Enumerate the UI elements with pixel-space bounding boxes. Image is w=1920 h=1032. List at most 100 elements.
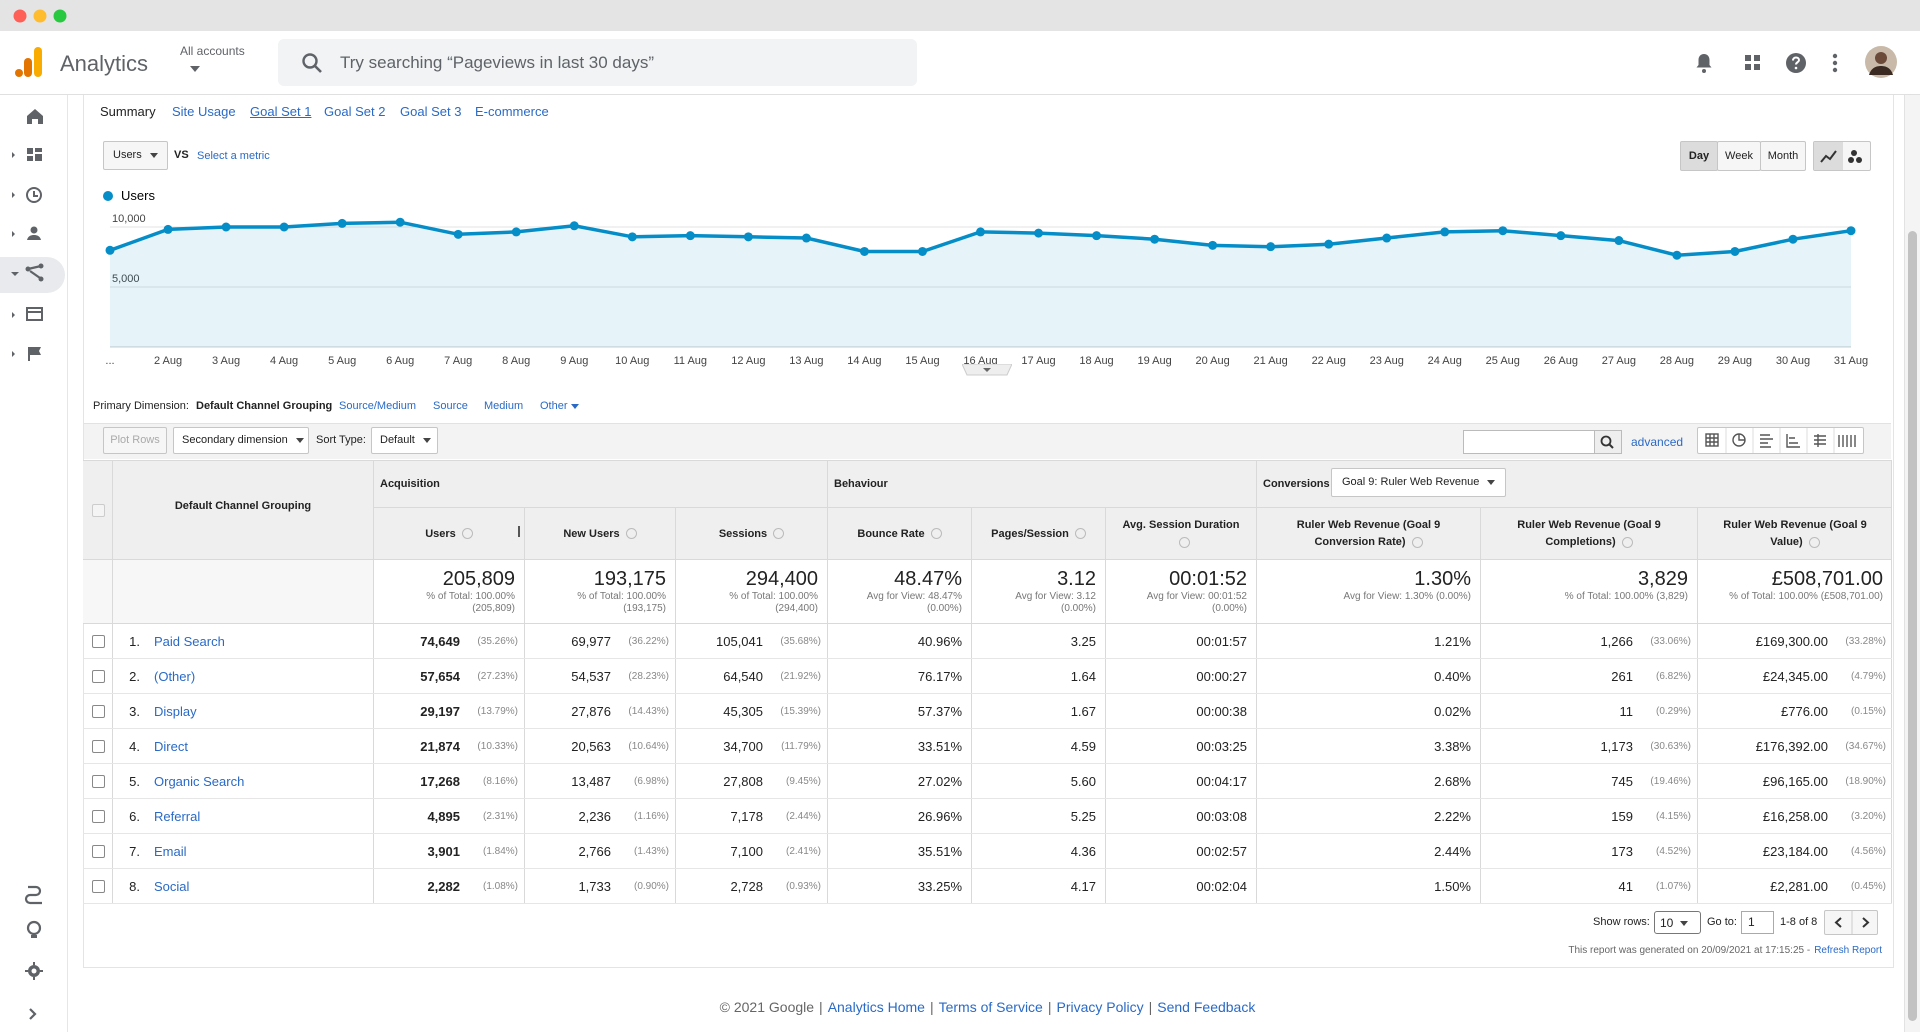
- chart-resize-handle[interactable]: [962, 364, 1012, 378]
- zoom-button[interactable]: [53, 9, 67, 23]
- row-cell: 35.51%: [827, 834, 971, 868]
- row-checkbox[interactable]: [92, 740, 105, 753]
- row-checkbox[interactable]: [92, 635, 105, 648]
- account-selector[interactable]: All accounts: [180, 44, 245, 58]
- column-header[interactable]: Pages/Session: [971, 508, 1105, 560]
- search-box[interactable]: [278, 39, 917, 86]
- row-checkbox[interactable]: [92, 880, 105, 893]
- secondary-dimension[interactable]: Secondary dimension: [173, 427, 309, 454]
- row-dimension[interactable]: Direct: [154, 739, 188, 754]
- home-icon[interactable]: [27, 109, 43, 124]
- report-tab[interactable]: Goal Set 3: [400, 104, 462, 119]
- expand-icon[interactable]: [29, 1008, 37, 1020]
- period-button[interactable]: Day: [1680, 141, 1718, 171]
- help-icon[interactable]: [1808, 536, 1820, 548]
- realtime-icon[interactable]: [12, 187, 42, 203]
- row-checkbox[interactable]: [92, 845, 105, 858]
- page-input[interactable]: 1: [1741, 911, 1774, 934]
- sort-dropdown[interactable]: Default: [371, 427, 438, 454]
- metric-dropdown[interactable]: Users: [103, 141, 168, 170]
- column-header[interactable]: Ruler Web Revenue (Goal 9 Completions): [1480, 508, 1697, 560]
- help-icon[interactable]: [1783, 50, 1809, 76]
- dimension-header[interactable]: Default Channel Grouping: [174, 500, 312, 512]
- row-dimension[interactable]: (Other): [154, 669, 196, 684]
- product-name[interactable]: Analytics: [60, 51, 149, 76]
- page-nav[interactable]: [1824, 910, 1878, 935]
- period-button[interactable]: Week: [1717, 141, 1761, 171]
- advanced-link[interactable]: advanced: [1631, 435, 1684, 449]
- column-header[interactable]: Avg. Session Duration: [1105, 508, 1256, 560]
- row-dimension[interactable]: Referral: [154, 809, 201, 824]
- column-header[interactable]: Ruler Web Revenue (Goal 9 Value): [1697, 508, 1892, 560]
- help-icon[interactable]: [773, 528, 785, 540]
- period-button[interactable]: Month: [1760, 141, 1806, 171]
- goal-dropdown[interactable]: Goal 9: Ruler Web Revenue: [1331, 468, 1507, 497]
- column-header[interactable]: Sessions: [675, 508, 827, 560]
- footer-link[interactable]: Analytics Home: [827, 999, 925, 1015]
- scrollbar[interactable]: [1904, 95, 1920, 1032]
- chart-type-buttons[interactable]: [1813, 141, 1871, 171]
- report-tab[interactable]: Summary: [100, 104, 156, 119]
- footer-link[interactable]: Terms of Service: [938, 999, 1043, 1015]
- scrollbar-thumb[interactable]: [1908, 231, 1917, 1021]
- dimension-option[interactable]: Medium: [484, 400, 524, 412]
- report-tab[interactable]: Site Usage: [172, 104, 236, 119]
- avatar[interactable]: [1864, 45, 1898, 79]
- row-checkbox[interactable]: [92, 775, 105, 788]
- conversions-icon[interactable]: [12, 347, 41, 361]
- minimize-button[interactable]: [33, 9, 47, 23]
- dimension-option[interactable]: Source/Medium: [339, 400, 417, 412]
- help-icon[interactable]: [1621, 536, 1633, 548]
- table-search-button[interactable]: [1594, 430, 1622, 454]
- report-tab[interactable]: Goal Set 2: [324, 104, 386, 119]
- search-placeholder[interactable]: Try searching “Pageviews in last 30 days…: [340, 53, 655, 72]
- row-checkbox[interactable]: [92, 810, 105, 823]
- more-icon[interactable]: [1827, 50, 1843, 76]
- help-icon[interactable]: [1074, 528, 1086, 540]
- report-tab[interactable]: E-commerce: [475, 104, 549, 119]
- row-dimension[interactable]: Display: [154, 704, 197, 719]
- row-dimension[interactable]: Email: [154, 844, 187, 859]
- row-dimension[interactable]: Organic Search: [154, 774, 245, 789]
- help-icon[interactable]: [930, 528, 942, 540]
- cell-value: £23,184.00: [1762, 843, 1828, 859]
- column-header[interactable]: New Users: [524, 508, 675, 560]
- row-dimension[interactable]: Social: [154, 879, 190, 894]
- report-tab[interactable]: Goal Set 1: [250, 104, 312, 119]
- dimension-option[interactable]: Default Channel Grouping: [196, 400, 333, 412]
- notifications-icon[interactable]: [1692, 51, 1716, 75]
- column-header[interactable]: Ruler Web Revenue (Goal 9 Conversion Rat…: [1256, 508, 1480, 560]
- plot-rows-button[interactable]: Plot Rows: [103, 427, 167, 454]
- row-dimension[interactable]: Paid Search: [154, 634, 225, 649]
- select-metric[interactable]: Select a metric: [197, 150, 270, 162]
- audience-icon[interactable]: [12, 226, 41, 241]
- table-search[interactable]: [1463, 430, 1595, 454]
- column-header[interactable]: Bounce Rate: [827, 508, 971, 560]
- header-checkbox[interactable]: [92, 504, 105, 517]
- refresh-link[interactable]: Refresh Report: [1814, 945, 1882, 956]
- rows-value: 10: [1660, 916, 1674, 930]
- attribution-icon[interactable]: [24, 885, 42, 905]
- total-sub: % of Total: 100.00%: [577, 591, 666, 602]
- close-button[interactable]: [13, 9, 27, 23]
- footer-link[interactable]: Send Feedback: [1157, 999, 1256, 1015]
- apps-icon[interactable]: [1741, 51, 1765, 75]
- behaviour-icon[interactable]: [12, 307, 43, 321]
- row-checkbox[interactable]: [92, 670, 105, 683]
- view-buttons[interactable]: [1697, 427, 1864, 454]
- column-header[interactable]: Users: [373, 508, 524, 560]
- row-checkbox[interactable]: [92, 705, 105, 718]
- help-icon[interactable]: [1178, 536, 1190, 548]
- dimension-option[interactable]: Other: [540, 400, 579, 412]
- dashboards-icon[interactable]: [12, 148, 42, 161]
- help-icon[interactable]: [461, 528, 473, 540]
- rows-select[interactable]: 10: [1654, 911, 1701, 934]
- admin-icon[interactable]: [25, 962, 43, 980]
- footer-link[interactable]: Privacy Policy: [1056, 999, 1144, 1015]
- help-icon[interactable]: [1411, 536, 1423, 548]
- help-icon[interactable]: [625, 528, 637, 540]
- analytics-logo[interactable]: [14, 47, 44, 77]
- dimension-option[interactable]: Source: [433, 400, 468, 412]
- discover-icon[interactable]: [26, 920, 42, 938]
- acquisition-icon[interactable]: [11, 263, 44, 282]
